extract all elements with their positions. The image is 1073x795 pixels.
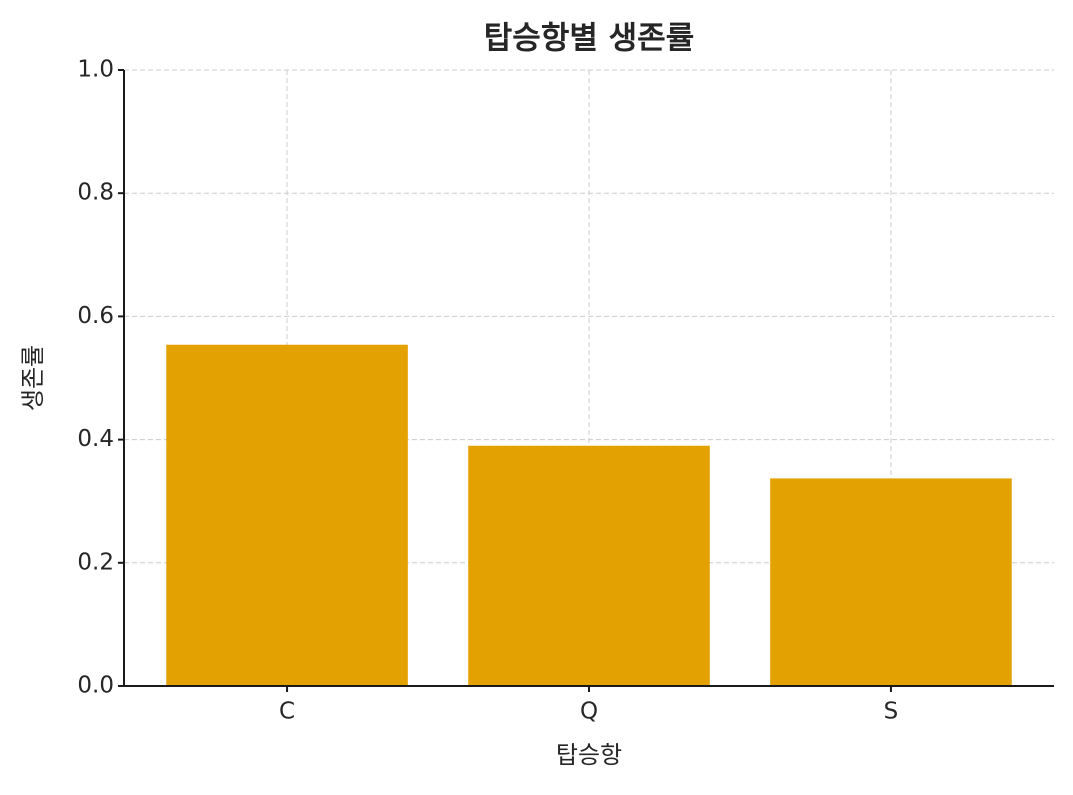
y-tick-label: 0.6 xyxy=(77,303,114,329)
bar xyxy=(770,478,1012,686)
y-axis-label: 생존률 xyxy=(19,345,47,411)
x-axis-label: 탑승항 xyxy=(556,741,622,769)
x-tick-label: Q xyxy=(580,699,598,725)
x-tick-label: S xyxy=(884,699,899,725)
y-tick-label: 0.8 xyxy=(77,180,114,206)
x-tick-label: C xyxy=(279,699,295,725)
y-tick-label: 0.0 xyxy=(77,673,114,699)
y-tick-label: 1.0 xyxy=(77,57,114,83)
bar xyxy=(468,445,710,686)
y-tick-label: 0.4 xyxy=(77,426,114,452)
chart-title: 탑승항별 생존률 xyxy=(484,21,694,57)
y-tick-label: 0.2 xyxy=(77,549,114,575)
bar xyxy=(166,344,408,686)
